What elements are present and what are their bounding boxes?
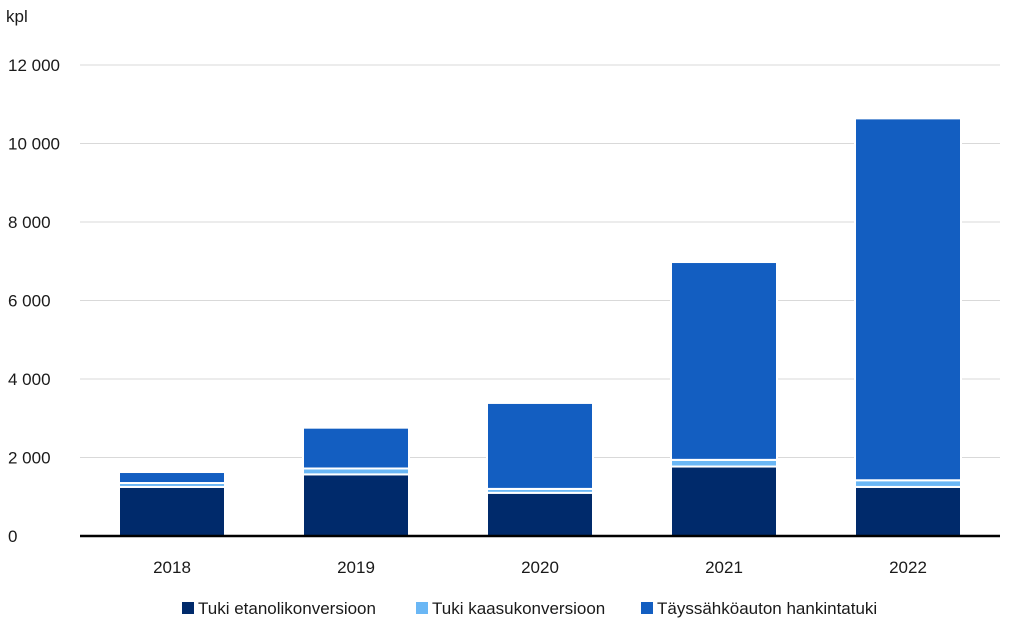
y-tick-label: 2 000 [8, 449, 51, 468]
x-tick-label: 2019 [337, 558, 375, 577]
bar-segment [302, 473, 410, 538]
bar-segment [670, 465, 778, 537]
y-tick-label: 10 000 [8, 135, 60, 154]
y-tick-label: 4 000 [8, 370, 51, 389]
bar-segment [486, 401, 594, 490]
bars [118, 117, 962, 538]
bar-segment [854, 479, 962, 488]
y-tick-label: 8 000 [8, 213, 51, 232]
bar-segment [118, 471, 226, 485]
bar-segment [118, 485, 226, 537]
gridlines [80, 64, 1000, 458]
x-tick-label: 2018 [153, 558, 191, 577]
legend: Tuki etanolikonversioon Tuki kaasukonvers… [182, 599, 877, 618]
x-tick-label: 2020 [521, 558, 559, 577]
x-tick-label: 2022 [889, 558, 927, 577]
x-tick-label: 2021 [705, 558, 743, 577]
legend-swatch [641, 602, 653, 614]
y-tick-label: 6 000 [8, 292, 51, 311]
legend-label: Tuki etanolikonversioon [198, 599, 376, 618]
y-unit-label: kpl [6, 7, 28, 26]
bar-segment [670, 458, 778, 468]
legend-swatch [416, 602, 428, 614]
bar-segment [854, 485, 962, 537]
bar-segment [854, 117, 962, 482]
y-tick-label: 12 000 [8, 56, 60, 75]
bar-segment [670, 261, 778, 461]
legend-swatch [182, 602, 194, 614]
bar-segment [486, 491, 594, 538]
bar-segment [302, 426, 410, 470]
y-axis-ticks: 0 2 000 4 000 6 000 8 000 10 000 12 000 [8, 56, 60, 546]
y-tick-label: 0 [8, 527, 17, 546]
legend-label: Tuki kaasukonversioon [432, 599, 605, 618]
x-axis-ticks: 2018 2019 2020 2021 2022 [153, 558, 927, 577]
legend-label: Täyssähköauton hankintatuki [657, 599, 877, 618]
